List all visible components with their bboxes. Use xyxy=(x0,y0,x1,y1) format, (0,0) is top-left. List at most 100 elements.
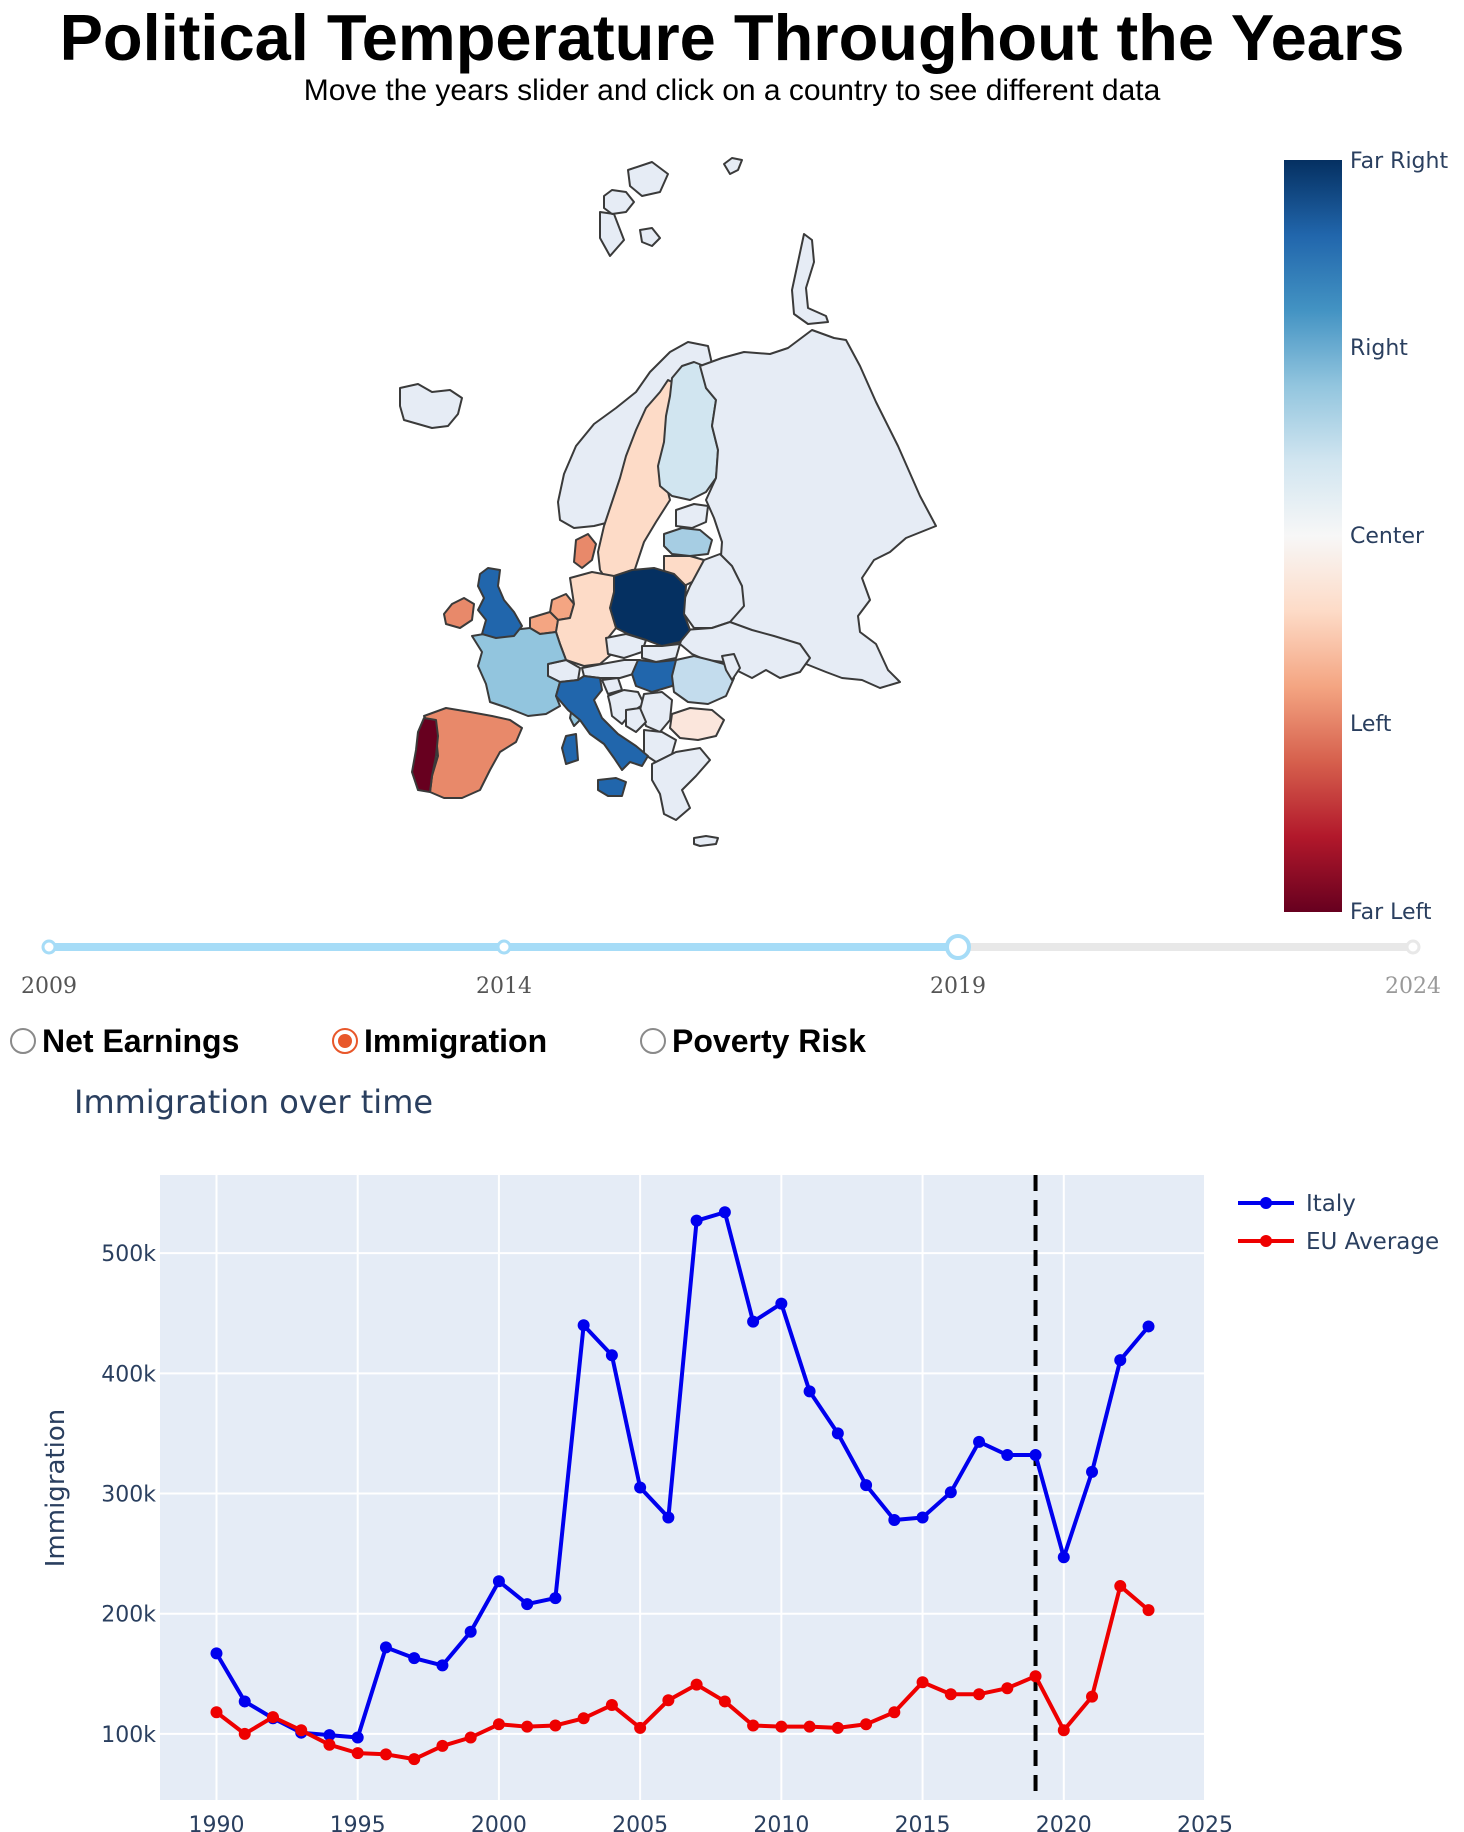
country-czechia[interactable] xyxy=(605,633,647,659)
data-point[interactable] xyxy=(1086,1465,1099,1478)
country-estonia[interactable] xyxy=(675,503,709,529)
data-point[interactable] xyxy=(718,1206,731,1219)
data-point[interactable] xyxy=(860,1479,873,1492)
country-franz-josef[interactable] xyxy=(723,157,743,175)
data-point[interactable] xyxy=(803,1385,816,1398)
data-point[interactable] xyxy=(634,1481,647,1494)
country-italy[interactable] xyxy=(555,675,649,771)
data-point[interactable] xyxy=(690,1678,703,1691)
data-point[interactable] xyxy=(408,1652,421,1665)
country-portugal[interactable] xyxy=(411,717,439,793)
country-novaya-zemlya[interactable] xyxy=(791,233,829,325)
data-point[interactable] xyxy=(973,1435,986,1448)
data-point[interactable] xyxy=(379,1748,392,1761)
country-united-kingdom[interactable] xyxy=(477,567,523,639)
data-point[interactable] xyxy=(323,1738,336,1751)
data-point[interactable] xyxy=(492,1575,505,1588)
data-point[interactable] xyxy=(408,1753,421,1766)
island-crete[interactable] xyxy=(693,835,719,847)
radio-poverty-risk[interactable]: Poverty Risk xyxy=(640,1018,866,1064)
data-point[interactable] xyxy=(464,1731,477,1744)
legend-item[interactable]: Italy xyxy=(1238,1191,1356,1217)
radio-immigration[interactable]: Immigration xyxy=(332,1018,547,1064)
slider-tick-2019[interactable]: 2019 xyxy=(930,974,986,999)
country-spain[interactable] xyxy=(423,707,523,799)
series-italy[interactable] xyxy=(210,1206,1155,1744)
data-point[interactable] xyxy=(605,1699,618,1712)
data-point[interactable] xyxy=(775,1297,788,1310)
data-point[interactable] xyxy=(1029,1670,1042,1683)
country-bulgaria[interactable] xyxy=(669,707,725,741)
series-line[interactable] xyxy=(215,1584,1150,1762)
series-eu-average[interactable] xyxy=(210,1580,1155,1766)
slider-dot-2014[interactable] xyxy=(496,939,512,955)
data-point[interactable] xyxy=(775,1720,788,1733)
slider-handle[interactable] xyxy=(945,934,971,960)
country-russia[interactable] xyxy=(699,329,937,689)
data-point[interactable] xyxy=(1142,1320,1155,1333)
data-point[interactable] xyxy=(549,1592,562,1605)
country-bosnia[interactable] xyxy=(625,707,647,733)
radio-label-net-earnings[interactable]: Net Earnings xyxy=(42,1022,240,1059)
radio-label-poverty-risk[interactable]: Poverty Risk xyxy=(672,1022,866,1059)
country-moldova[interactable] xyxy=(721,653,741,681)
data-point[interactable] xyxy=(747,1315,760,1328)
data-point[interactable] xyxy=(605,1349,618,1362)
data-point[interactable] xyxy=(295,1724,308,1737)
country-romania[interactable] xyxy=(671,655,735,705)
data-point[interactable] xyxy=(521,1598,534,1611)
data-point[interactable] xyxy=(888,1706,901,1719)
data-point[interactable] xyxy=(1142,1604,1155,1617)
data-point[interactable] xyxy=(634,1721,647,1734)
data-point[interactable] xyxy=(492,1718,505,1731)
data-point[interactable] xyxy=(662,1694,675,1707)
data-point[interactable] xyxy=(577,1319,590,1332)
country-greece[interactable] xyxy=(651,747,711,821)
data-point[interactable] xyxy=(436,1659,449,1672)
data-point[interactable] xyxy=(690,1214,703,1227)
data-point[interactable] xyxy=(860,1718,873,1731)
data-point[interactable] xyxy=(1057,1551,1070,1564)
year-slider[interactable]: 2009 2014 2019 2024 xyxy=(0,925,1464,1005)
data-point[interactable] xyxy=(379,1641,392,1654)
country-hungary[interactable] xyxy=(631,659,685,693)
data-point[interactable] xyxy=(916,1676,929,1689)
data-point[interactable] xyxy=(323,1729,336,1742)
data-point[interactable] xyxy=(944,1486,957,1499)
data-point[interactable] xyxy=(973,1688,986,1701)
data-point[interactable] xyxy=(351,1747,364,1760)
country-denmark[interactable] xyxy=(573,533,597,569)
data-point[interactable] xyxy=(1001,1449,1014,1462)
data-point[interactable] xyxy=(238,1695,251,1708)
data-point[interactable] xyxy=(1114,1354,1127,1367)
slider-dot-2024[interactable] xyxy=(1405,939,1421,955)
data-point[interactable] xyxy=(1086,1690,1099,1703)
slider-dot-2009[interactable] xyxy=(41,939,57,955)
data-point[interactable] xyxy=(577,1712,590,1725)
data-point[interactable] xyxy=(1029,1449,1042,1462)
legend-item[interactable]: EU Average xyxy=(1238,1229,1439,1255)
radio-circle-net-earnings[interactable] xyxy=(10,1028,36,1054)
data-point[interactable] xyxy=(831,1721,844,1734)
country-slovakia[interactable] xyxy=(641,643,681,663)
data-point[interactable] xyxy=(662,1511,675,1524)
data-point[interactable] xyxy=(747,1719,760,1732)
island-sicily[interactable] xyxy=(597,777,627,797)
data-point[interactable] xyxy=(888,1513,901,1526)
data-point[interactable] xyxy=(521,1720,534,1733)
data-point[interactable] xyxy=(916,1511,929,1524)
data-point[interactable] xyxy=(266,1711,279,1724)
data-point[interactable] xyxy=(1114,1580,1127,1593)
radio-circle-poverty-risk[interactable] xyxy=(640,1028,666,1054)
radio-net-earnings[interactable]: Net Earnings xyxy=(10,1018,239,1064)
data-point[interactable] xyxy=(718,1695,731,1708)
data-point[interactable] xyxy=(238,1727,251,1740)
data-point[interactable] xyxy=(464,1625,477,1638)
data-point[interactable] xyxy=(210,1647,223,1660)
data-point[interactable] xyxy=(1001,1682,1014,1695)
data-point[interactable] xyxy=(436,1739,449,1752)
slider-tick-2009[interactable]: 2009 xyxy=(21,974,77,999)
country-iceland[interactable] xyxy=(399,383,463,429)
country-serbia[interactable] xyxy=(639,691,673,733)
country-svalbard[interactable] xyxy=(599,161,669,257)
